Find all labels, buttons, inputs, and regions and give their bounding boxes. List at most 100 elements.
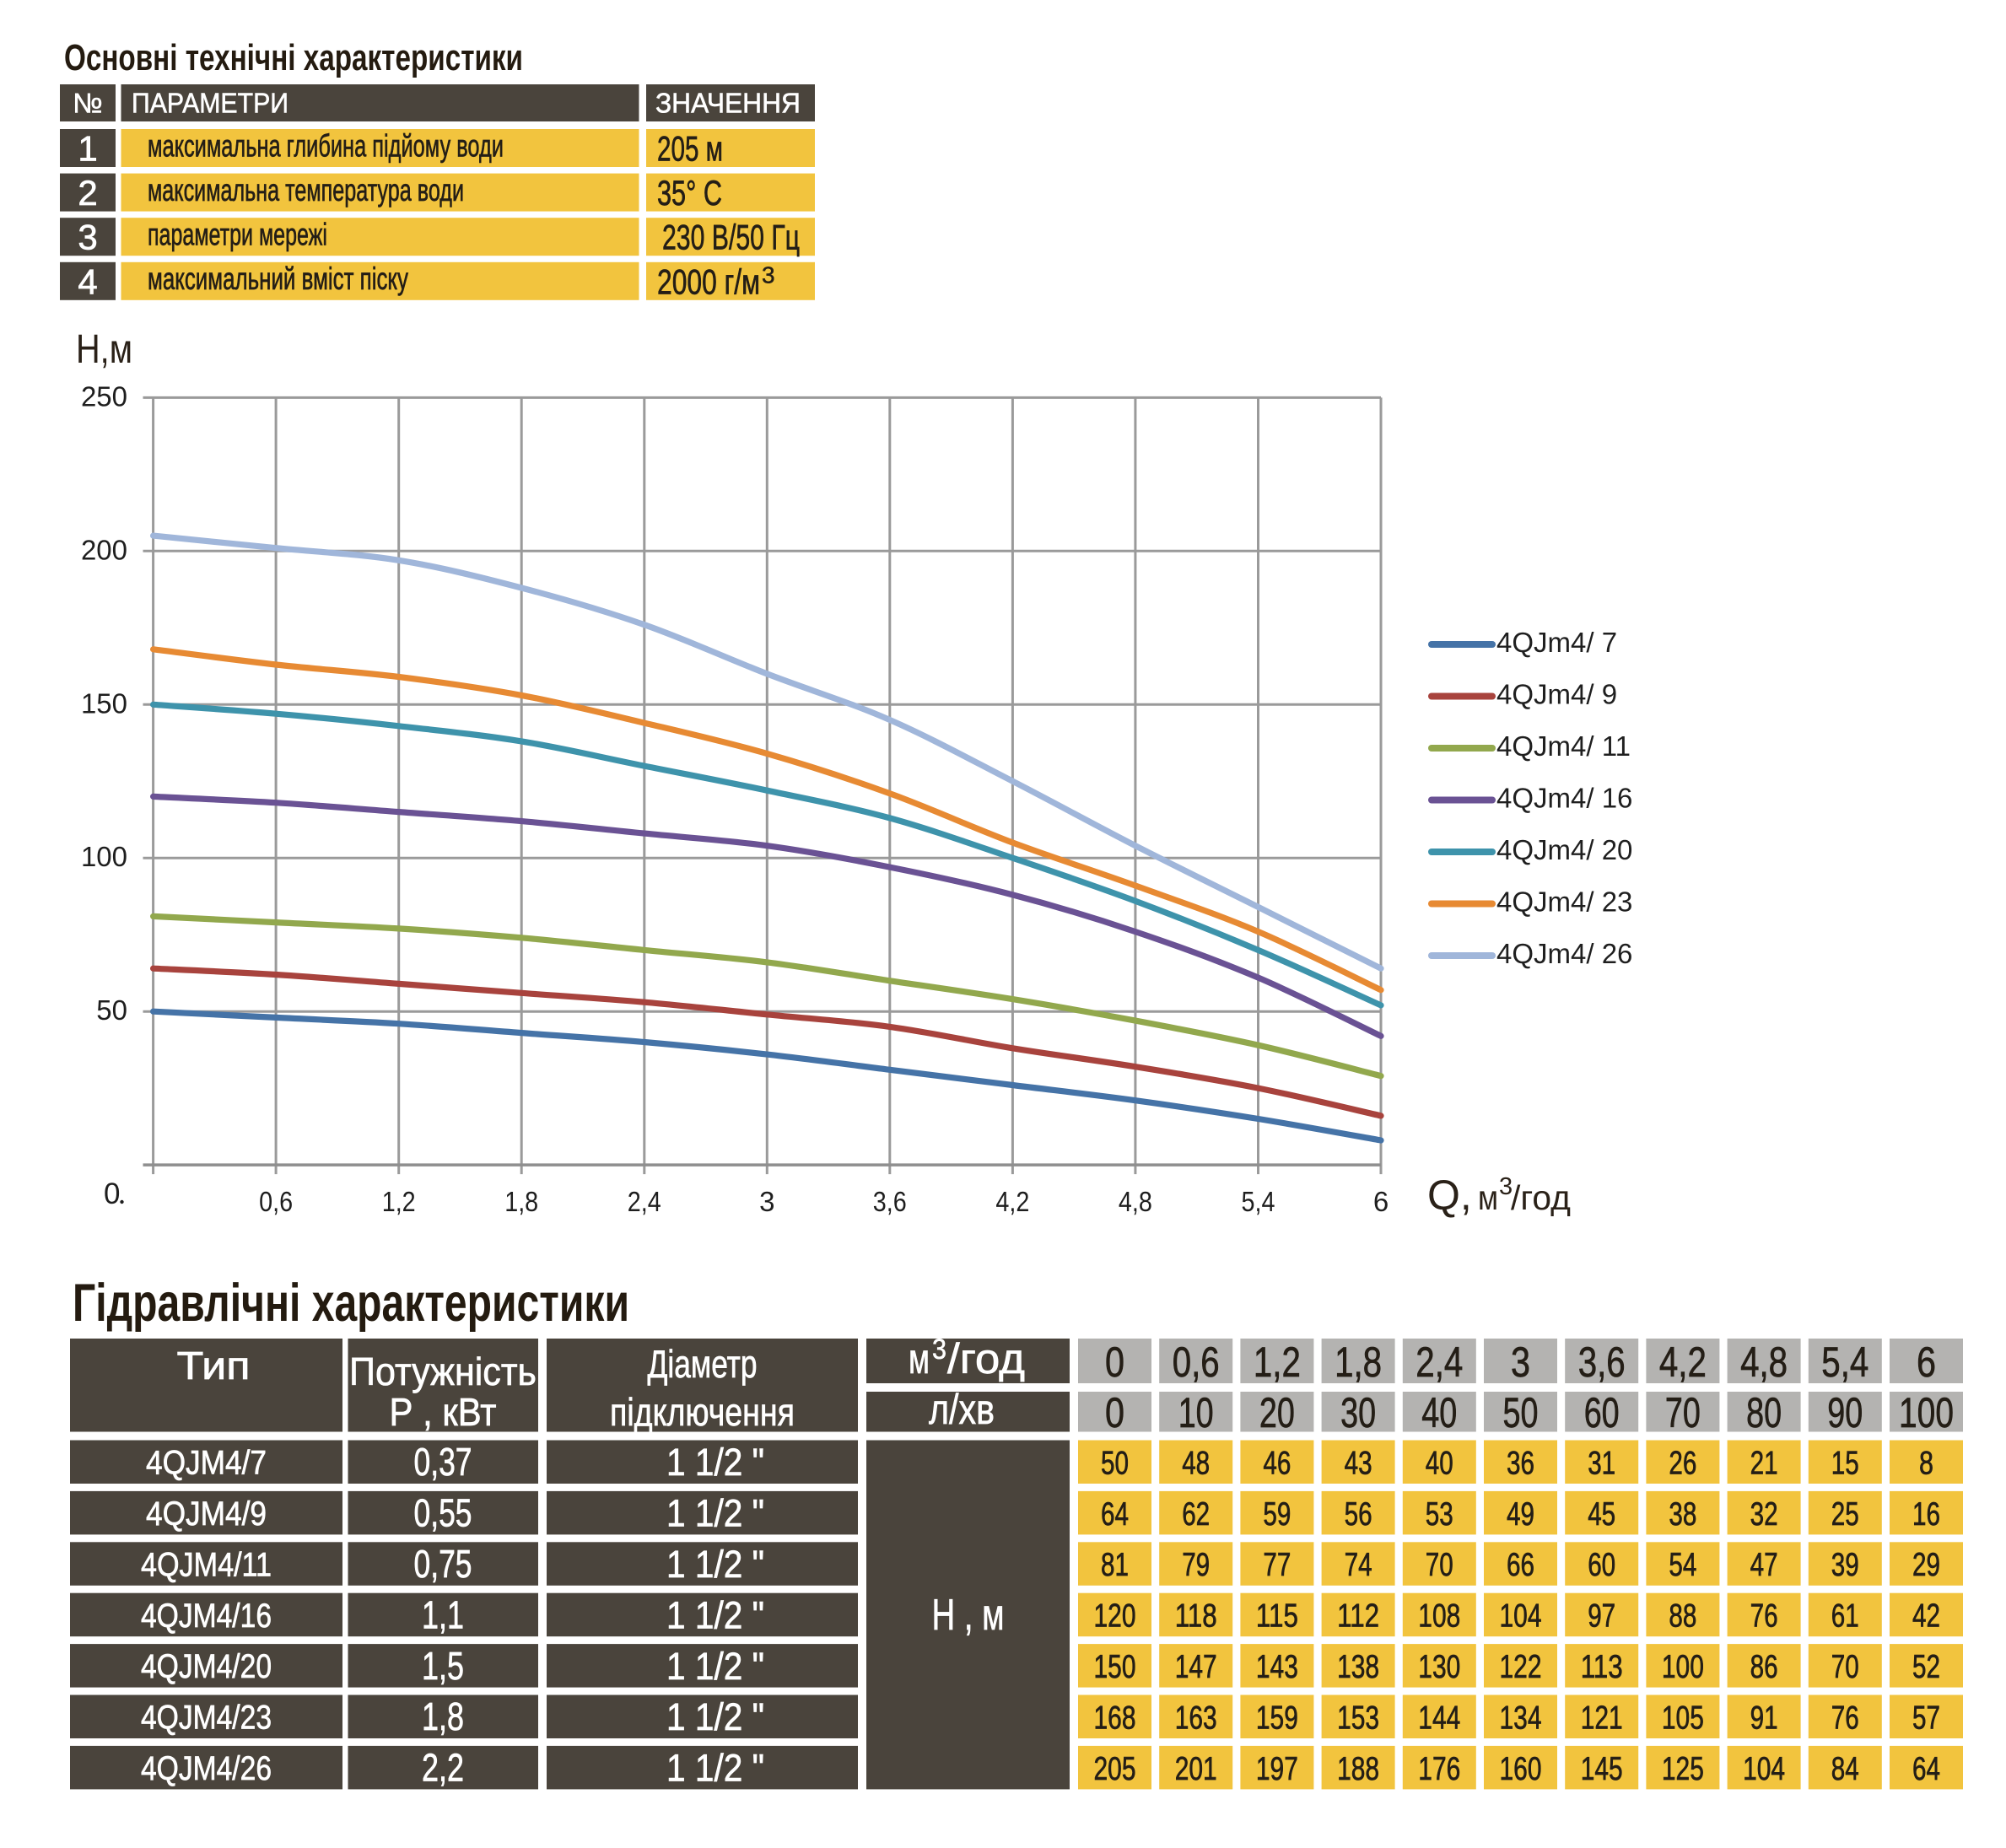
- svg-text:163: 163: [1175, 1700, 1217, 1736]
- svg-text:46: 46: [1263, 1446, 1291, 1482]
- svg-text:50: 50: [1101, 1446, 1129, 1482]
- svg-text:8: 8: [1919, 1446, 1933, 1482]
- svg-text:1,2: 1,2: [1254, 1339, 1301, 1386]
- svg-text:4QJM4/20: 4QJM4/20: [141, 1648, 272, 1685]
- svg-text:1,2: 1,2: [382, 1186, 416, 1217]
- svg-text:86: 86: [1750, 1649, 1778, 1685]
- svg-text:74: 74: [1345, 1547, 1372, 1583]
- svg-text:4,8: 4,8: [1740, 1339, 1788, 1386]
- svg-text:Основні технічні характеристик: Основні технічні характеристики: [64, 37, 523, 78]
- svg-text:4QJm4/ 9: 4QJm4/ 9: [1496, 679, 1617, 710]
- svg-text:250: 250: [81, 380, 127, 412]
- svg-text:2: 2: [78, 173, 97, 213]
- svg-text:1,8: 1,8: [1335, 1339, 1382, 1386]
- svg-text:0,6: 0,6: [259, 1186, 293, 1217]
- svg-text:50: 50: [1503, 1389, 1539, 1436]
- svg-text:56: 56: [1345, 1496, 1372, 1533]
- svg-text:48: 48: [1182, 1446, 1210, 1482]
- svg-text:10: 10: [1178, 1389, 1214, 1436]
- svg-text:40: 40: [1421, 1389, 1457, 1436]
- svg-text:134: 134: [1500, 1700, 1542, 1736]
- svg-text:91: 91: [1750, 1700, 1778, 1736]
- svg-text:ПАРАМЕТРИ: ПАРАМЕТРИ: [132, 88, 288, 119]
- svg-text:70: 70: [1665, 1389, 1701, 1436]
- svg-text:100: 100: [81, 841, 127, 872]
- svg-text:79: 79: [1182, 1547, 1210, 1583]
- svg-text:0,37: 0,37: [414, 1440, 472, 1484]
- svg-text:максимальний вміст піску: максимальний вміст піску: [148, 261, 408, 296]
- svg-text:Q,: Q,: [1427, 1172, 1472, 1219]
- svg-text:159: 159: [1256, 1700, 1298, 1736]
- svg-text:138: 138: [1337, 1649, 1379, 1685]
- svg-text:49: 49: [1507, 1496, 1534, 1533]
- svg-text:36: 36: [1507, 1446, 1534, 1482]
- svg-text:38: 38: [1669, 1496, 1696, 1533]
- svg-text:Діаметр: Діаметр: [648, 1342, 758, 1386]
- svg-text:Н , м: Н , м: [932, 1591, 1005, 1640]
- svg-text:4QJm4/ 16: 4QJm4/ 16: [1496, 783, 1632, 814]
- svg-text:60: 60: [1588, 1547, 1615, 1583]
- svg-text:0,55: 0,55: [414, 1491, 472, 1535]
- svg-text:1 1/2 ": 1 1/2 ": [666, 1645, 764, 1688]
- svg-text:4QJm4/ 20: 4QJm4/ 20: [1496, 834, 1632, 865]
- svg-text:1,8: 1,8: [504, 1186, 538, 1217]
- svg-text:H,м: H,м: [76, 327, 132, 372]
- svg-text:15: 15: [1831, 1446, 1859, 1482]
- svg-text:м: м: [1478, 1178, 1498, 1217]
- svg-text:4QJm4/ 7: 4QJm4/ 7: [1496, 627, 1617, 658]
- svg-text:88: 88: [1669, 1598, 1696, 1635]
- svg-text:81: 81: [1101, 1547, 1129, 1583]
- svg-text:3: 3: [1499, 1173, 1513, 1200]
- svg-text:5,4: 5,4: [1821, 1339, 1868, 1386]
- svg-text:160: 160: [1500, 1751, 1542, 1787]
- svg-text:115: 115: [1256, 1598, 1298, 1635]
- svg-text:2,2: 2,2: [422, 1746, 464, 1790]
- svg-text:121: 121: [1581, 1700, 1623, 1736]
- svg-text:64: 64: [1912, 1751, 1940, 1787]
- svg-text:6: 6: [1917, 1339, 1936, 1386]
- svg-text:0,75: 0,75: [414, 1542, 472, 1586]
- svg-text:112: 112: [1337, 1598, 1379, 1635]
- svg-text:66: 66: [1507, 1547, 1534, 1583]
- svg-text:4QJM4/11: 4QJM4/11: [141, 1547, 272, 1584]
- svg-text:50: 50: [96, 994, 127, 1026]
- svg-text:122: 122: [1500, 1649, 1542, 1685]
- svg-text:4QJm4/ 23: 4QJm4/ 23: [1496, 886, 1632, 918]
- svg-text:200: 200: [81, 534, 127, 565]
- svg-text:параметри мережі: параметри мережі: [148, 218, 327, 252]
- svg-text:1,1: 1,1: [422, 1593, 464, 1637]
- svg-text:3,6: 3,6: [873, 1186, 907, 1217]
- svg-text:21: 21: [1750, 1446, 1778, 1482]
- svg-text:118: 118: [1175, 1598, 1217, 1635]
- svg-text:153: 153: [1337, 1700, 1379, 1736]
- svg-text:150: 150: [1094, 1649, 1136, 1685]
- svg-text:144: 144: [1418, 1700, 1460, 1736]
- svg-text:77: 77: [1263, 1547, 1291, 1583]
- svg-text:40: 40: [1426, 1446, 1453, 1482]
- svg-text:43: 43: [1345, 1446, 1372, 1482]
- svg-text:ЗНАЧЕННЯ: ЗНАЧЕННЯ: [655, 88, 801, 119]
- svg-text:60: 60: [1584, 1389, 1620, 1436]
- svg-text:1 1/2 ": 1 1/2 ": [666, 1695, 764, 1738]
- svg-text:4QJM4/26: 4QJM4/26: [141, 1750, 272, 1787]
- svg-text:3: 3: [932, 1333, 946, 1366]
- svg-text:76: 76: [1831, 1700, 1859, 1736]
- svg-text:максимальна глибина підйому во: максимальна глибина підйому води: [148, 128, 504, 163]
- svg-text:54: 54: [1669, 1547, 1696, 1583]
- svg-text:59: 59: [1263, 1496, 1291, 1533]
- svg-text:57: 57: [1912, 1700, 1940, 1736]
- svg-text:1 1/2 ": 1 1/2 ": [666, 1543, 764, 1586]
- svg-text:Р , кВт: Р , кВт: [390, 1390, 497, 1434]
- svg-text:№: №: [73, 88, 102, 119]
- svg-text:3: 3: [759, 1186, 774, 1217]
- svg-text:205: 205: [1094, 1751, 1136, 1787]
- svg-text:62: 62: [1182, 1496, 1210, 1533]
- svg-text:3,6: 3,6: [1578, 1339, 1626, 1386]
- svg-text:20: 20: [1259, 1389, 1295, 1436]
- svg-text:35° С: 35° С: [657, 173, 722, 213]
- svg-text:4QJM4/16: 4QJM4/16: [141, 1597, 272, 1635]
- svg-text:80: 80: [1746, 1389, 1782, 1436]
- svg-text:16: 16: [1912, 1496, 1940, 1533]
- svg-text:42: 42: [1912, 1598, 1940, 1635]
- svg-text:97: 97: [1588, 1598, 1615, 1635]
